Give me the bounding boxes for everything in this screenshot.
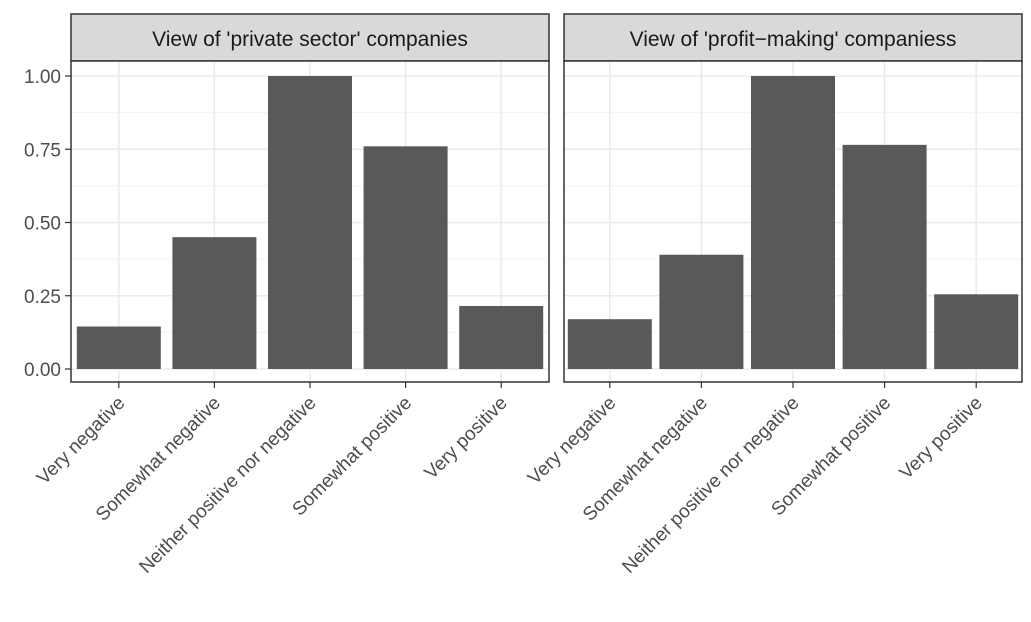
bar (751, 76, 835, 369)
x-tick-label: Neither positive nor negative (618, 393, 803, 578)
y-tick-label: 1.00 (24, 67, 61, 88)
bar (76, 326, 161, 369)
x-tick-label: Very negative (524, 393, 620, 489)
facet-strip (563, 13, 1023, 62)
bar (659, 254, 744, 369)
facet-panel: View of 'private sector' companies Very n… (33, 13, 550, 578)
bar (934, 294, 1019, 369)
y-tick-label: 0.75 (24, 140, 61, 161)
y-axis: 0.00 0.25 0.50 0.75 1.00 (24, 67, 71, 381)
bar (842, 144, 927, 369)
x-tick-label: Very positive (421, 393, 512, 484)
bar (459, 306, 544, 369)
bar (268, 76, 352, 369)
y-tick-label: 0.25 (24, 287, 61, 308)
facet-title: View of 'private sector' companies (152, 28, 468, 51)
x-tick-label: Very positive (896, 393, 987, 484)
facet-panel: View of 'profit−making' companiess Very n… (524, 13, 1023, 578)
bar (172, 237, 257, 369)
x-tick-label: Neither positive nor negative (135, 393, 320, 578)
y-tick-label: 0.50 (24, 214, 61, 235)
y-tick-label: 0.00 (24, 360, 61, 381)
facet-strip (70, 13, 550, 62)
facets: View of 'private sector' companies Very n… (33, 13, 1023, 578)
facet-title: View of 'profit−making' companiess (630, 28, 957, 51)
bar (363, 146, 448, 369)
bar (567, 319, 652, 369)
x-tick-label: Very negative (33, 393, 129, 489)
